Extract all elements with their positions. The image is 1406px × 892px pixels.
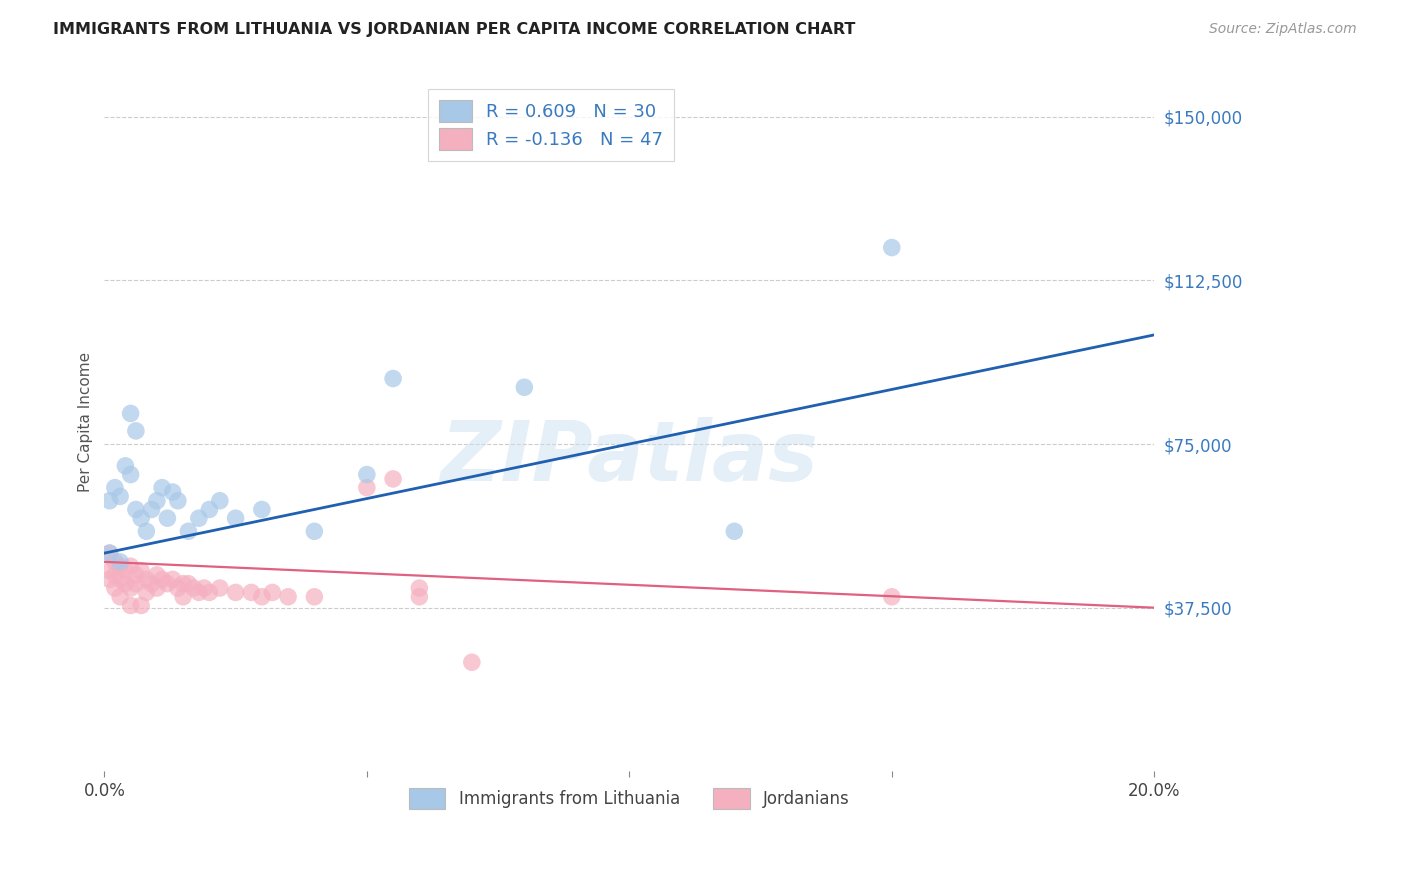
Point bbox=[108, 555, 131, 569]
Point bbox=[146, 493, 169, 508]
Point bbox=[208, 581, 231, 595]
Point bbox=[108, 590, 131, 604]
Point bbox=[277, 590, 299, 604]
Point bbox=[98, 572, 121, 586]
Point bbox=[141, 502, 163, 516]
Point bbox=[135, 572, 157, 586]
Point bbox=[198, 585, 221, 599]
Point bbox=[208, 493, 231, 508]
Point bbox=[880, 590, 903, 604]
Point bbox=[250, 502, 273, 516]
Point bbox=[141, 576, 163, 591]
Point bbox=[104, 481, 127, 495]
Point bbox=[120, 407, 142, 421]
Point bbox=[146, 581, 169, 595]
Point bbox=[156, 511, 179, 525]
Point bbox=[177, 576, 200, 591]
Point bbox=[250, 590, 273, 604]
Point bbox=[108, 559, 131, 574]
Point bbox=[135, 585, 157, 599]
Point bbox=[150, 572, 173, 586]
Point bbox=[120, 467, 142, 482]
Point bbox=[382, 472, 405, 486]
Point bbox=[187, 511, 209, 525]
Point bbox=[304, 524, 326, 539]
Point bbox=[150, 481, 173, 495]
Point bbox=[408, 590, 430, 604]
Point bbox=[104, 568, 127, 582]
Point bbox=[172, 576, 194, 591]
Point bbox=[129, 511, 152, 525]
Point bbox=[723, 524, 745, 539]
Text: ZIPatlas: ZIPatlas bbox=[440, 417, 818, 498]
Point bbox=[125, 502, 148, 516]
Point bbox=[356, 481, 378, 495]
Point bbox=[304, 590, 326, 604]
Point bbox=[162, 485, 184, 500]
Y-axis label: Per Capita Income: Per Capita Income bbox=[79, 352, 93, 492]
Point bbox=[382, 371, 405, 385]
Point bbox=[114, 564, 136, 578]
Point bbox=[880, 241, 903, 255]
Point bbox=[120, 559, 142, 574]
Point bbox=[98, 546, 121, 560]
Text: Source: ZipAtlas.com: Source: ZipAtlas.com bbox=[1209, 22, 1357, 37]
Point bbox=[98, 564, 121, 578]
Point bbox=[146, 568, 169, 582]
Point bbox=[156, 576, 179, 591]
Point bbox=[225, 585, 247, 599]
Point bbox=[167, 493, 190, 508]
Point bbox=[120, 599, 142, 613]
Point bbox=[129, 564, 152, 578]
Point bbox=[183, 581, 205, 595]
Legend: Immigrants from Lithuania, Jordanians: Immigrants from Lithuania, Jordanians bbox=[402, 781, 856, 815]
Point bbox=[408, 581, 430, 595]
Point bbox=[177, 524, 200, 539]
Point bbox=[108, 489, 131, 503]
Point bbox=[461, 655, 484, 669]
Point bbox=[125, 424, 148, 438]
Point bbox=[114, 458, 136, 473]
Point bbox=[98, 546, 121, 560]
Point bbox=[356, 467, 378, 482]
Point bbox=[108, 572, 131, 586]
Point bbox=[225, 511, 247, 525]
Point bbox=[114, 576, 136, 591]
Point bbox=[125, 576, 148, 591]
Point bbox=[104, 555, 127, 569]
Point bbox=[135, 524, 157, 539]
Point bbox=[198, 502, 221, 516]
Point bbox=[120, 581, 142, 595]
Point bbox=[125, 568, 148, 582]
Point bbox=[513, 380, 536, 394]
Point bbox=[98, 493, 121, 508]
Point bbox=[187, 585, 209, 599]
Point bbox=[129, 599, 152, 613]
Text: IMMIGRANTS FROM LITHUANIA VS JORDANIAN PER CAPITA INCOME CORRELATION CHART: IMMIGRANTS FROM LITHUANIA VS JORDANIAN P… bbox=[53, 22, 856, 37]
Point bbox=[240, 585, 263, 599]
Point bbox=[193, 581, 215, 595]
Point bbox=[172, 590, 194, 604]
Point bbox=[162, 572, 184, 586]
Point bbox=[262, 585, 284, 599]
Point bbox=[104, 581, 127, 595]
Point bbox=[167, 581, 190, 595]
